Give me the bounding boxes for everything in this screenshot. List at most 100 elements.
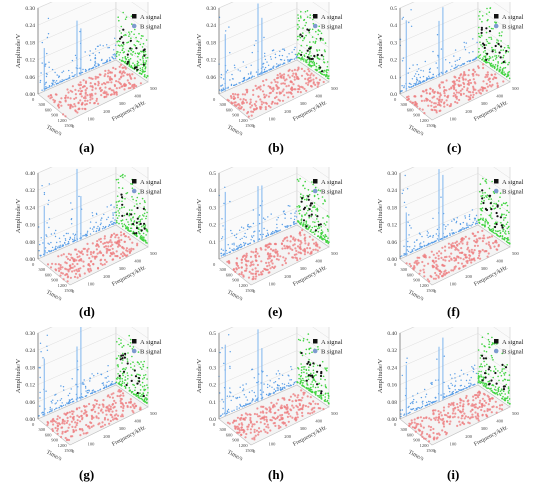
- frequency-point: [502, 49, 505, 51]
- time-point: [106, 218, 108, 221]
- plane-point: [87, 263, 90, 267]
- frequency-point: [118, 58, 121, 61]
- frequency-point: [137, 396, 140, 399]
- plane-point: [284, 236, 287, 240]
- plane-point: [472, 74, 475, 77]
- a-signal-point: [138, 377, 141, 380]
- time-point: [405, 206, 407, 208]
- plane-point: [105, 91, 108, 94]
- frequency-point: [507, 226, 510, 229]
- time-point: [443, 237, 445, 239]
- time-point: [235, 236, 237, 239]
- time-point: [450, 69, 452, 71]
- frequency-point: [116, 195, 119, 197]
- time-point: [402, 57, 405, 59]
- plane-point: [71, 270, 74, 273]
- plane-point: [297, 239, 300, 242]
- frequency-point: [143, 200, 146, 202]
- plane-point: [88, 76, 91, 79]
- time-point: [60, 398, 63, 400]
- frequency-point: [124, 18, 127, 21]
- time-point: [70, 202, 72, 204]
- time-point: [429, 242, 431, 245]
- plane-point: [126, 405, 129, 409]
- frequency-point: [324, 224, 327, 226]
- frequency-point: [307, 224, 309, 226]
- plane-point: [101, 403, 104, 406]
- time-point: [433, 241, 436, 243]
- time-point: [256, 399, 258, 401]
- time-tick-label: 1200: [58, 443, 68, 448]
- time-point: [114, 57, 117, 59]
- plane-point: [431, 96, 434, 99]
- plane-point: [262, 80, 265, 83]
- plane-point: [486, 75, 489, 78]
- frequency-point: [479, 183, 482, 185]
- y-tick-label: 0.16: [25, 223, 35, 229]
- time-point: [229, 52, 231, 54]
- frequency-point: [310, 60, 313, 63]
- plane-point: [459, 89, 462, 92]
- frequency-point: [130, 220, 133, 222]
- frequency-point: [507, 51, 510, 53]
- plane-point: [407, 95, 410, 98]
- plane-point: [247, 260, 250, 263]
- plane-point: [75, 96, 78, 99]
- frequency-point: [126, 358, 129, 360]
- plane-point: [245, 260, 248, 263]
- plane-point: [440, 81, 443, 84]
- plane-point: [450, 246, 453, 249]
- plane-point: [495, 76, 498, 80]
- frequency-point: [480, 213, 482, 216]
- frequency-tick-label: 400: [315, 259, 323, 264]
- time-point: [246, 228, 249, 231]
- frequency-point: [144, 63, 147, 66]
- plane-point: [314, 248, 317, 251]
- frequency-point: [503, 217, 505, 219]
- plane-point: [308, 247, 312, 250]
- frequency-point: [297, 56, 299, 59]
- time-point: [56, 74, 58, 76]
- frequency-point: [310, 55, 312, 57]
- time-point: [290, 224, 292, 227]
- time-point: [58, 406, 60, 409]
- plane-point: [439, 92, 442, 95]
- plane-point: [77, 267, 80, 271]
- plane-point: [107, 407, 110, 410]
- frequency-tick-label: 100: [269, 116, 277, 121]
- frequency-point: [143, 388, 145, 391]
- a-signal-point: [319, 223, 322, 226]
- time-point: [84, 68, 87, 71]
- time-point: [421, 245, 423, 248]
- time-point: [269, 385, 271, 387]
- time-point: [48, 218, 51, 220]
- frequency-point: [322, 39, 324, 41]
- time-point: [244, 232, 246, 235]
- frequency-point: [501, 237, 504, 240]
- y-tick-label: 0.30: [25, 6, 35, 12]
- frequency-point: [128, 390, 131, 392]
- plane-point: [129, 86, 132, 90]
- frequency-point: [129, 57, 132, 60]
- plane-point: [265, 78, 268, 81]
- frequency-point: [124, 387, 127, 389]
- frequency-point: [296, 178, 299, 181]
- plane-point: [428, 280, 431, 283]
- plane-point: [485, 89, 488, 92]
- plane-point: [118, 239, 121, 242]
- time-point: [226, 412, 228, 415]
- time-point: [69, 392, 71, 395]
- plane-point: [250, 272, 253, 275]
- a-signal-point: [126, 53, 129, 56]
- a-signal-point: [316, 53, 319, 57]
- plane-point: [296, 413, 299, 416]
- frequency-tick-label: 0: [434, 124, 437, 129]
- plane-point: [82, 96, 86, 99]
- plane-point: [99, 425, 103, 428]
- y-tick-label: 0.4: [209, 188, 216, 194]
- plane-point: [300, 67, 303, 70]
- frequency-point: [502, 228, 505, 231]
- plane-point: [496, 82, 499, 85]
